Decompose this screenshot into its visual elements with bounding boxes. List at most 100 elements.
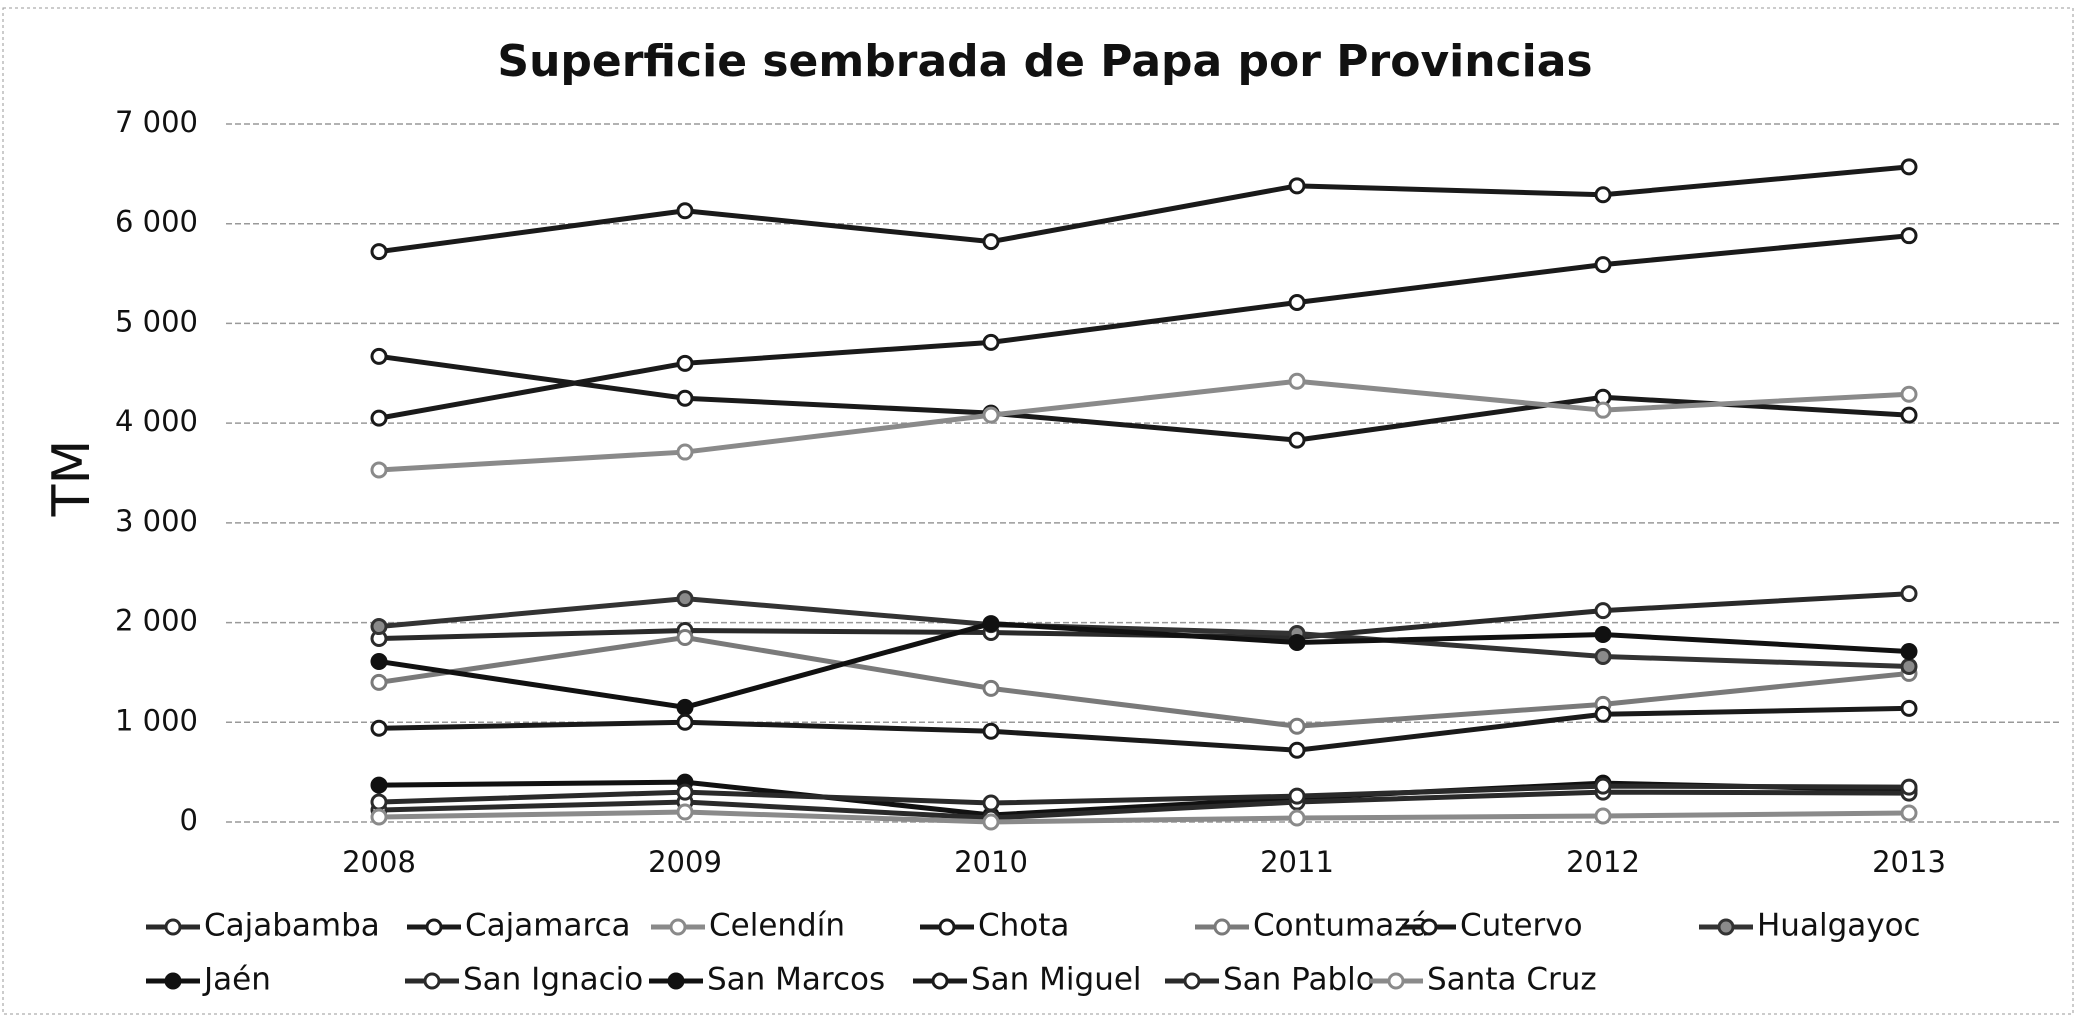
point bbox=[370, 409, 388, 427]
series-line bbox=[378, 164, 1910, 255]
point bbox=[982, 615, 1000, 633]
point bbox=[676, 803, 694, 821]
legend-marker bbox=[1420, 918, 1438, 936]
point bbox=[370, 243, 388, 261]
point bbox=[1594, 186, 1612, 204]
point bbox=[1900, 778, 1918, 796]
series-line bbox=[378, 789, 1910, 821]
point bbox=[1594, 602, 1612, 620]
point bbox=[676, 698, 694, 716]
y-tick-label: 5 000 bbox=[115, 304, 198, 338]
point bbox=[982, 722, 1000, 740]
legend-marker bbox=[423, 972, 441, 990]
legend-label: Contumazá bbox=[1253, 908, 1430, 944]
point bbox=[1288, 634, 1306, 652]
legend-label: Santa Cruz bbox=[1427, 962, 1597, 998]
point bbox=[370, 719, 388, 737]
point bbox=[1900, 227, 1918, 245]
point bbox=[982, 794, 1000, 812]
point bbox=[1900, 657, 1918, 675]
legend-label: San Ignacio bbox=[463, 962, 643, 998]
legend-marker bbox=[1213, 918, 1231, 936]
point bbox=[1288, 293, 1306, 311]
point bbox=[370, 461, 388, 479]
point bbox=[370, 347, 388, 365]
point bbox=[1288, 809, 1306, 827]
chart-title: Superficie sembrada de Papa por Provinci… bbox=[497, 36, 1592, 87]
y-axis-label: TM bbox=[42, 440, 102, 518]
series-line bbox=[378, 809, 1910, 825]
legend-label: Cutervo bbox=[1460, 908, 1583, 944]
point bbox=[1594, 256, 1612, 274]
point bbox=[370, 793, 388, 811]
point bbox=[370, 673, 388, 691]
point bbox=[676, 389, 694, 407]
x-tick-label: 2012 bbox=[1566, 845, 1640, 879]
point bbox=[1900, 642, 1918, 660]
point bbox=[1594, 401, 1612, 419]
point bbox=[676, 783, 694, 801]
point bbox=[676, 713, 694, 731]
legend-label: Cajamarca bbox=[465, 908, 631, 944]
legend-marker bbox=[164, 918, 182, 936]
point bbox=[676, 629, 694, 647]
point bbox=[676, 590, 694, 608]
series-line bbox=[378, 378, 1910, 473]
y-tick-label: 6 000 bbox=[115, 205, 198, 239]
x-tick-label: 2011 bbox=[1260, 845, 1334, 879]
point bbox=[1900, 804, 1918, 822]
legend-marker bbox=[164, 972, 182, 990]
point bbox=[676, 202, 694, 220]
point bbox=[1288, 372, 1306, 390]
point bbox=[676, 443, 694, 461]
legend-marker bbox=[1717, 918, 1735, 936]
x-tick-label: 2013 bbox=[1872, 845, 1946, 879]
frame bbox=[2, 7, 2074, 1015]
legend-label: Celendín bbox=[709, 908, 845, 944]
series-line bbox=[378, 596, 1910, 669]
legend-marker bbox=[1387, 972, 1405, 990]
legend-marker bbox=[669, 918, 687, 936]
point bbox=[676, 354, 694, 372]
y-tick-label: 1 000 bbox=[115, 703, 198, 737]
y-tick-label: 0 bbox=[180, 803, 198, 837]
legend-marker bbox=[667, 972, 685, 990]
point bbox=[370, 808, 388, 826]
point bbox=[982, 406, 1000, 424]
point bbox=[1288, 431, 1306, 449]
point bbox=[1900, 385, 1918, 403]
x-tick-label: 2009 bbox=[648, 845, 722, 879]
point bbox=[1594, 626, 1612, 644]
point bbox=[370, 652, 388, 670]
point bbox=[1900, 585, 1918, 603]
legend-label: Chota bbox=[978, 908, 1069, 944]
point bbox=[1900, 158, 1918, 176]
point bbox=[982, 813, 1000, 831]
legend-label: San Miguel bbox=[971, 962, 1142, 998]
series-line bbox=[378, 353, 1910, 443]
point bbox=[370, 776, 388, 794]
y-tick-label: 7 000 bbox=[115, 105, 198, 139]
point bbox=[1288, 787, 1306, 805]
point bbox=[1594, 807, 1612, 825]
legend-label: Hualgayoc bbox=[1757, 908, 1921, 944]
series-line bbox=[378, 233, 1910, 421]
point bbox=[1288, 741, 1306, 759]
point bbox=[1594, 777, 1612, 795]
point bbox=[1288, 177, 1306, 195]
series-line bbox=[378, 705, 1910, 753]
legend-label: San Pablo bbox=[1223, 962, 1375, 998]
x-tick-label: 2008 bbox=[342, 845, 416, 879]
legend-label: Cajabamba bbox=[204, 908, 380, 944]
point bbox=[982, 679, 1000, 697]
y-tick-label: 2 000 bbox=[115, 604, 198, 638]
legend-marker bbox=[931, 972, 949, 990]
series-line bbox=[378, 783, 1910, 806]
series-line bbox=[378, 621, 1910, 710]
point bbox=[1594, 705, 1612, 723]
point bbox=[370, 618, 388, 636]
point bbox=[1288, 717, 1306, 735]
y-tick-label: 4 000 bbox=[115, 404, 198, 438]
